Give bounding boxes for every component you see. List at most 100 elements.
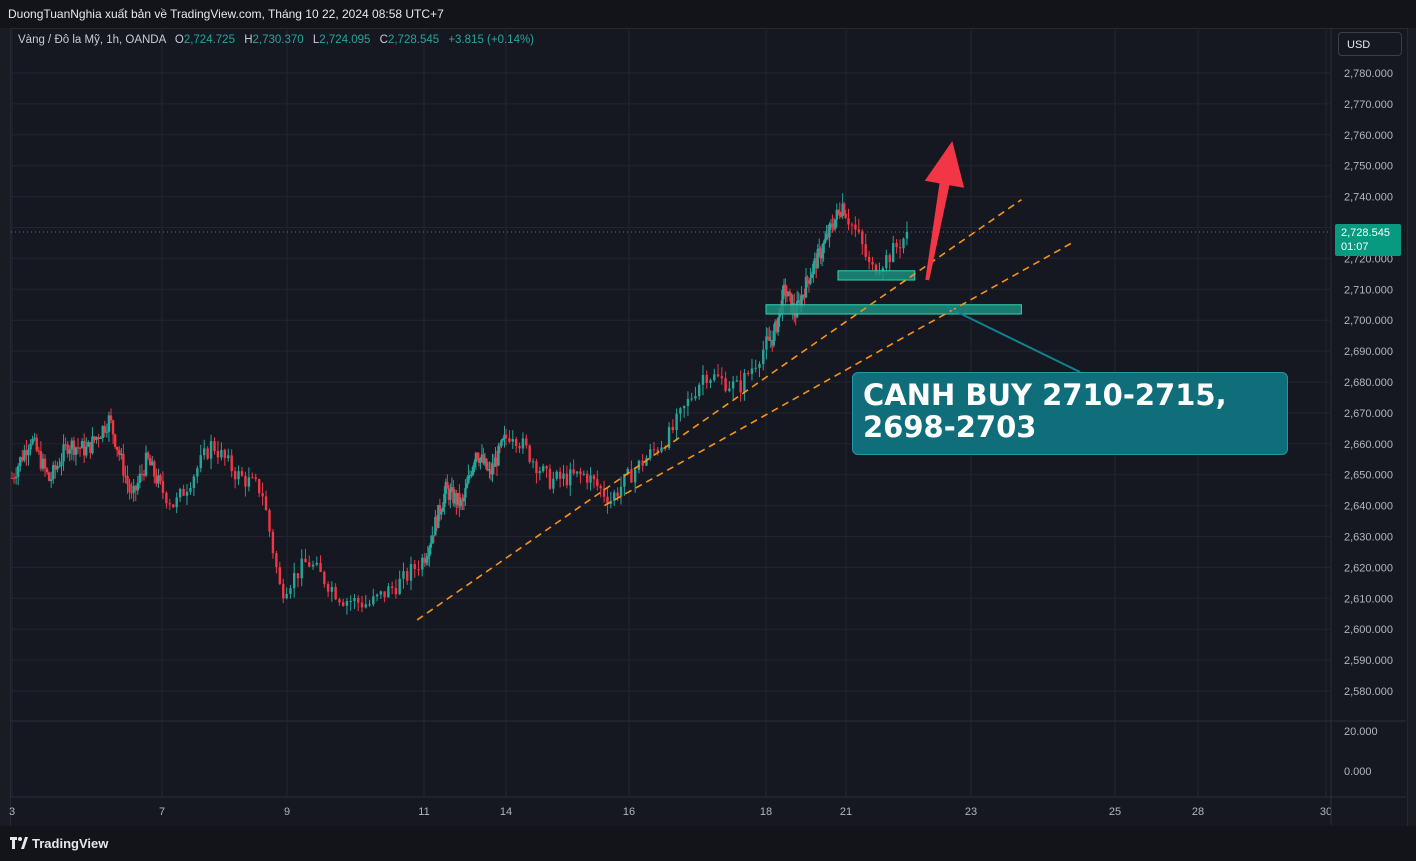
candle-body [765,336,768,350]
candle-body [514,439,518,447]
candle-body [776,317,780,333]
candle-body [694,396,697,399]
candle-body [838,211,841,217]
candle-body [645,458,648,466]
price-tick-label: 2,750.000 [1344,161,1393,173]
price-tick-label: 2,740.000 [1344,192,1393,204]
candle-body [682,405,686,409]
price-tick-label: 2,720.000 [1344,253,1393,265]
candle-body [101,426,104,438]
last-price-tag: 2,728.545 01:07 [1335,224,1401,256]
buy-zone-callout[interactable]: CANH BUY 2710-2715, 2698-2703 [852,372,1288,455]
candle-body [812,263,815,275]
candle-body [175,497,178,508]
candle-body [774,321,777,331]
candle-body [134,485,137,491]
candle-body [864,244,867,257]
candle-body [772,330,775,346]
candle-body [122,453,125,476]
candle-body [874,264,878,275]
candle-body [74,447,78,455]
candle-body [14,476,18,479]
candle-body [488,469,491,471]
candle-body [157,475,160,484]
candle-body [489,469,493,475]
candle-body [660,447,663,452]
candle-body [97,437,100,440]
candle-body [810,274,814,279]
candle-body [368,604,371,606]
candle-body [837,209,840,212]
candle-body [750,368,754,374]
candle-body [47,472,51,481]
candle-body [531,461,535,463]
candle-body [633,469,637,483]
candle-body [196,468,199,477]
symbol-label[interactable]: Vàng / Đô la Mỹ, 1h, OANDA [18,34,166,46]
candle-body [168,503,172,505]
up-arrow [924,141,965,281]
candle-body [596,479,599,487]
candle-body [656,449,659,452]
candle-body [398,578,401,595]
date-tick-label: 30 [1320,806,1332,818]
candle-body [784,284,787,296]
price-tick-label: 2,600.000 [1344,624,1393,636]
candle-body [898,247,902,249]
candle-body [409,564,413,581]
candle-body [240,471,244,476]
candle-body [709,380,712,383]
candle-body [518,446,521,449]
candle-body [474,452,478,463]
candle-body [728,388,731,392]
candle-body [602,488,606,497]
candle-body [501,438,505,441]
candle-body [85,446,88,456]
candle-body [806,276,809,281]
candle-body [406,571,409,581]
candle-body [285,593,288,599]
candle-body [768,337,771,341]
candle-body [459,499,463,507]
candle-body [579,471,582,475]
trendline [604,242,1073,507]
candle-body [185,491,189,496]
candle-body [504,434,508,439]
candle-body [905,231,909,239]
candle-body [128,484,131,493]
candle-body [498,445,502,447]
candle-body [528,445,531,462]
candle-body [87,442,90,447]
candle-body [891,243,895,263]
candle-body [426,556,430,559]
candle-body [790,293,793,313]
currency-button[interactable]: USD [1338,32,1402,56]
candle-body [364,604,367,608]
footer-bar [0,826,1416,861]
candle-body [477,458,481,463]
candle-body [375,594,379,597]
candle-body [613,492,616,501]
candle-body [429,543,433,548]
candle-body [341,602,345,606]
candle-body [803,295,806,298]
price-tick-label: 2,770.000 [1344,99,1393,111]
tradingview-logo[interactable]: TradingView [10,836,108,852]
last-price-value: 2,728.545 [1341,227,1390,239]
candle-body [804,276,808,298]
price-tick-label: 2,620.000 [1344,562,1393,574]
candle-body [435,517,439,528]
candle-body [178,488,182,498]
candle-body [801,295,805,297]
candle-body [41,458,45,469]
candle-body [43,458,47,469]
candle-body [497,445,500,466]
candle-body [606,496,609,504]
candle-body [275,553,278,568]
candle-body [257,479,261,494]
date-tick-label: 3 [9,806,15,818]
candle-body [616,492,619,497]
candle-body [769,340,772,342]
candle-body [227,455,230,459]
